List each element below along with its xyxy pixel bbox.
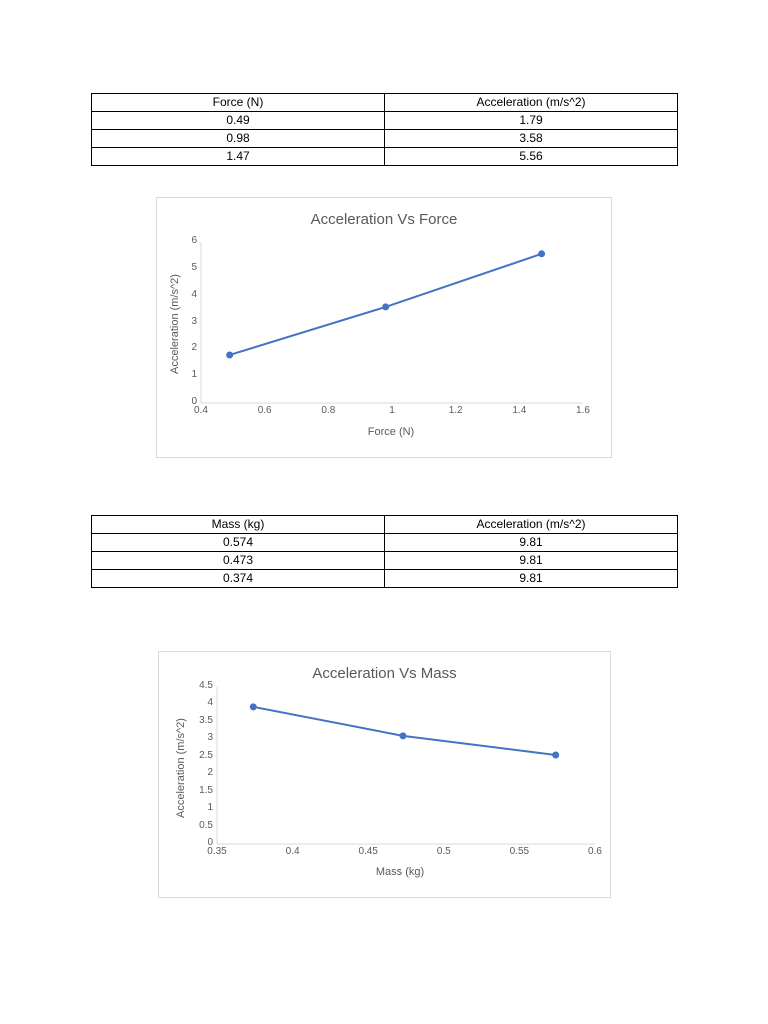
y-tick-label: 2 <box>207 767 213 779</box>
y-tick-label: 0 <box>191 396 197 407</box>
table-header-row: Mass (kg) Acceleration (m/s^2) <box>91 515 678 534</box>
x-tick-label: 0.5 <box>436 846 451 857</box>
cell-acceleration: 9.81 <box>384 569 678 588</box>
cell-acceleration: 9.81 <box>384 551 678 570</box>
chart-title: Acceleration Vs Force <box>310 211 458 228</box>
y-tick-label: 3 <box>207 732 213 744</box>
x-tick-label: 0.6 <box>588 846 602 857</box>
y-tick-label: 2.5 <box>199 749 213 761</box>
x-tick-label: 0.6 <box>257 405 272 416</box>
y-tick-label: 4 <box>207 697 213 709</box>
x-tick-label: 1 <box>389 405 395 416</box>
acceleration-vs-mass-chart: Acceleration Vs Mass Mass (kg) Accelerat… <box>158 651 611 898</box>
y-tick-label: 1 <box>207 802 213 814</box>
data-point-marker <box>226 351 234 359</box>
data-point-marker <box>399 732 407 740</box>
cell-mass: 0.374 <box>91 569 385 588</box>
table-header-row: Force (N) Acceleration (m/s^2) <box>91 93 678 112</box>
x-tick-label: 0.4 <box>285 846 300 857</box>
plot-area <box>216 687 595 845</box>
x-axis-label: Force (N) <box>367 426 415 438</box>
chart-title: Acceleration Vs Mass <box>312 665 457 682</box>
y-tick-label: 4.5 <box>199 680 213 691</box>
header-acceleration: Acceleration (m/s^2) <box>384 515 678 534</box>
cell-acceleration: 1.79 <box>384 111 678 130</box>
x-tick-label: 1.4 <box>512 405 527 416</box>
data-point-marker <box>538 250 546 258</box>
plot-area <box>200 242 583 404</box>
y-tick-label: 1 <box>191 369 197 381</box>
y-tick-label: 0 <box>207 837 213 848</box>
cell-force: 0.49 <box>91 111 385 130</box>
cell-mass: 0.473 <box>91 551 385 570</box>
table-row: 0.574 9.81 <box>91 533 678 552</box>
cell-acceleration: 9.81 <box>384 533 678 552</box>
force-acceleration-table: Force (N) Acceleration (m/s^2) 0.49 1.79… <box>91 93 678 166</box>
x-axis-label: Mass (kg) <box>375 866 425 878</box>
x-tick-label: 0.4 <box>194 405 208 416</box>
x-tick-label: 0.45 <box>358 846 378 857</box>
header-acceleration: Acceleration (m/s^2) <box>384 93 678 112</box>
table-row: 1.47 5.56 <box>91 147 678 166</box>
acceleration-vs-force-chart: Acceleration Vs Force Force (N) Accelera… <box>156 197 612 458</box>
y-tick-label: 5 <box>191 261 197 273</box>
header-mass: Mass (kg) <box>91 515 385 534</box>
y-tick-label: 0.5 <box>199 819 213 831</box>
cell-acceleration: 5.56 <box>384 147 678 166</box>
x-tick-label: 0.8 <box>321 405 336 416</box>
y-tick-label: 6 <box>191 235 197 246</box>
cell-acceleration: 3.58 <box>384 129 678 148</box>
table-row: 0.98 3.58 <box>91 129 678 148</box>
header-force: Force (N) <box>91 93 385 112</box>
data-point-marker <box>552 751 560 759</box>
table-row: 0.473 9.81 <box>91 551 678 570</box>
y-tick-label: 3 <box>191 315 197 327</box>
table-row: 0.374 9.81 <box>91 569 678 588</box>
series-line <box>253 705 556 757</box>
x-tick-label: 1.6 <box>576 405 590 416</box>
y-tick-label: 4 <box>191 288 197 300</box>
cell-force: 0.98 <box>91 129 385 148</box>
x-tick-label: 1.2 <box>448 405 463 416</box>
cell-mass: 0.574 <box>91 533 385 552</box>
y-tick-label: 1.5 <box>199 784 213 796</box>
mass-acceleration-table: Mass (kg) Acceleration (m/s^2) 0.574 9.8… <box>91 515 678 588</box>
y-axis-label: Acceleration (m/s^2) <box>175 718 187 818</box>
y-tick-label: 3.5 <box>199 714 213 726</box>
data-point-marker <box>382 303 390 311</box>
y-tick-label: 2 <box>191 342 197 354</box>
data-point-marker <box>249 703 257 711</box>
x-tick-label: 0.55 <box>509 846 530 857</box>
x-tick-label: 0.35 <box>207 846 227 857</box>
table-row: 0.49 1.79 <box>91 111 678 130</box>
cell-force: 1.47 <box>91 147 385 166</box>
